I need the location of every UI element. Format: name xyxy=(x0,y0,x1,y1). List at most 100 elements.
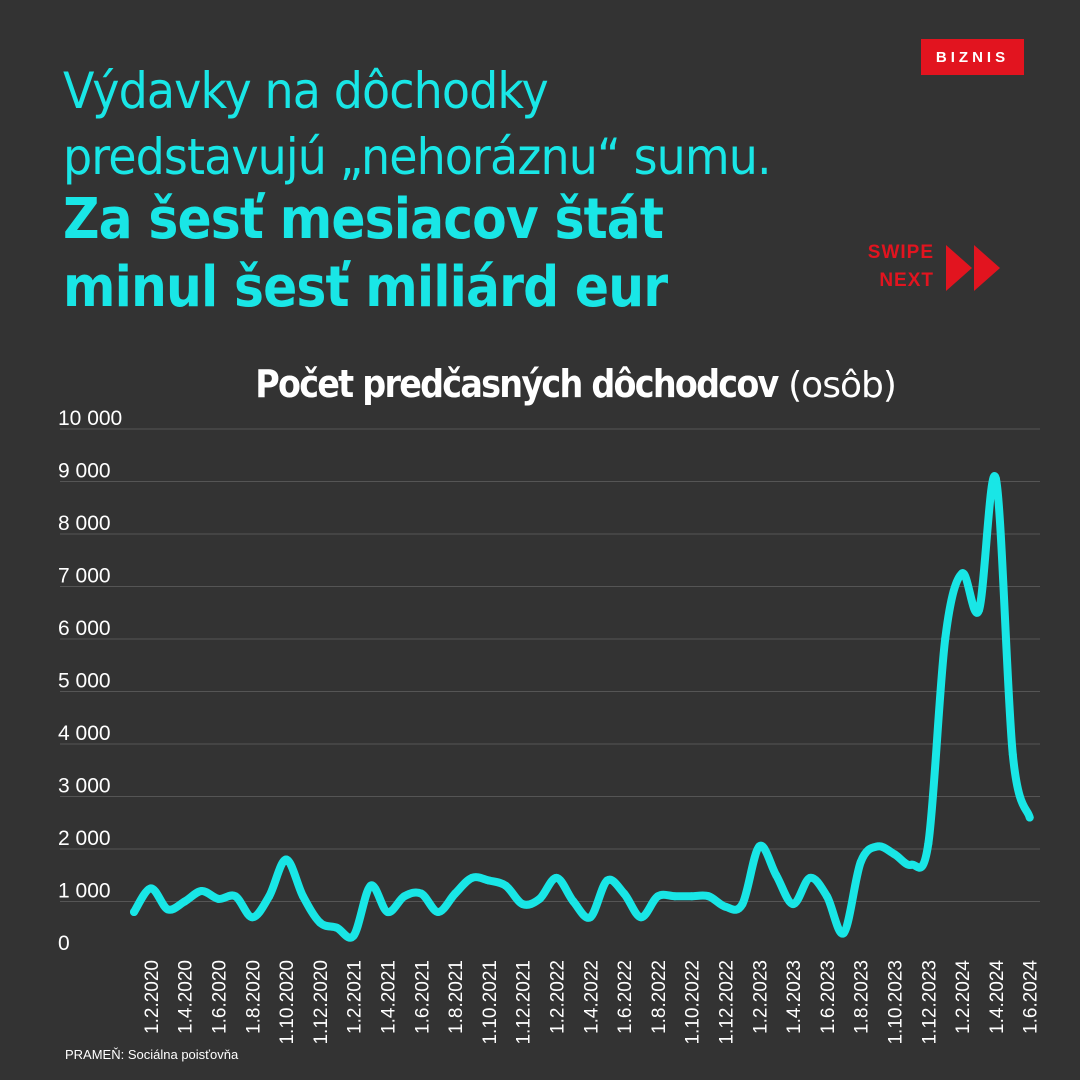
data-point xyxy=(1025,813,1034,822)
data-point xyxy=(620,889,629,898)
data-point xyxy=(873,842,882,851)
chart-unit-label: (osôb) xyxy=(788,365,897,406)
y-tick-label: 7 000 xyxy=(58,565,111,588)
data-point xyxy=(772,871,781,880)
data-point xyxy=(366,881,375,890)
headline-bold: Za šesť mesiacov štát minul šesť miliárd… xyxy=(63,186,837,322)
data-point xyxy=(941,635,950,643)
data-point xyxy=(484,876,493,885)
x-tick-label: 1.12.2020 xyxy=(311,960,332,1045)
series-line xyxy=(130,472,1034,942)
data-point xyxy=(958,569,967,578)
data-point xyxy=(146,884,155,893)
x-tick-label: 1.12.2021 xyxy=(514,960,535,1045)
x-tick-label: 1.10.2023 xyxy=(886,960,907,1045)
data-point xyxy=(518,900,527,909)
x-tick-label: 1.4.2023 xyxy=(784,960,805,1034)
data-point xyxy=(721,902,730,911)
x-axis-ticks: 1.2.2020 1.4.2020 1.6.2020 1.8.2020 1.10.202… xyxy=(142,960,1042,1045)
data-point xyxy=(569,897,578,906)
swipe-next-hint[interactable]: SWIPE NEXT xyxy=(864,239,1004,295)
y-tick-label: 3 000 xyxy=(58,775,111,798)
data-point xyxy=(451,889,460,898)
x-tick-label: 1.6.2020 xyxy=(210,960,231,1034)
data-point xyxy=(924,839,933,848)
data-point xyxy=(265,892,274,901)
data-point xyxy=(586,913,595,922)
data-point xyxy=(738,900,747,909)
headline-bold-line-1: Za šesť mesiacov štát xyxy=(63,187,664,252)
x-tick-label: 1.6.2022 xyxy=(615,960,636,1034)
data-point xyxy=(653,892,662,901)
source-note: PRAMEŇ: Sociálna poisťovňa xyxy=(65,1047,239,1062)
x-tick-label: 1.10.2021 xyxy=(480,960,501,1045)
y-tick-label: 0 xyxy=(58,932,70,955)
data-point xyxy=(299,892,307,901)
data-point xyxy=(468,873,476,882)
data-point xyxy=(315,918,324,927)
data-point xyxy=(806,873,814,882)
x-tick-label: 1.6.2024 xyxy=(1021,960,1042,1034)
chart-title: Počet predčasných dôchodcov (osôb) xyxy=(0,362,1080,406)
data-point xyxy=(417,889,426,898)
data-point xyxy=(687,892,696,901)
data-point xyxy=(332,923,341,932)
x-tick-label: 1.10.2022 xyxy=(683,960,704,1045)
data-point xyxy=(907,860,916,869)
x-tick-label: 1.2.2021 xyxy=(345,960,366,1034)
data-point xyxy=(991,474,1000,483)
x-tick-label: 1.2.2023 xyxy=(750,960,771,1034)
swipe-next-label: SWIPE NEXT xyxy=(864,239,934,295)
data-point xyxy=(197,887,206,895)
x-tick-label: 1.2.2024 xyxy=(953,960,974,1034)
y-tick-label: 1 000 xyxy=(58,880,111,903)
y-tick-label: 8 000 xyxy=(58,512,111,535)
data-point xyxy=(789,900,798,909)
headline-line-2: predstavujú „nehoráznu“ sumu. xyxy=(63,128,772,186)
y-tick-label: 2 000 xyxy=(58,827,111,850)
headline-bold-line-2: minul šesť miliárd eur xyxy=(63,255,668,320)
x-tick-label: 1.10.2020 xyxy=(277,960,298,1045)
data-point xyxy=(383,908,392,916)
y-tick-label: 5 000 xyxy=(58,670,111,693)
x-tick-label: 1.4.2021 xyxy=(379,960,400,1034)
grid-lines xyxy=(60,428,1040,902)
data-point xyxy=(822,892,831,901)
x-tick-label: 1.2.2022 xyxy=(548,960,569,1034)
x-tick-label: 1.4.2024 xyxy=(987,960,1008,1034)
x-tick-label: 1.6.2021 xyxy=(412,960,433,1034)
data-point xyxy=(349,931,358,940)
data-point xyxy=(180,897,189,906)
x-tick-label: 1.8.2023 xyxy=(852,960,873,1034)
data-point xyxy=(552,873,561,882)
data-point xyxy=(975,606,983,615)
brand-logo: BIZNIS xyxy=(921,39,1024,75)
data-point xyxy=(1008,750,1017,759)
data-point xyxy=(890,850,899,859)
chart-title-text: Počet predčasných dôchodcov xyxy=(255,362,779,406)
y-tick-label: 10 000 xyxy=(58,407,122,430)
x-tick-label: 1.8.2020 xyxy=(243,960,264,1034)
data-point xyxy=(400,892,409,901)
x-tick-label: 1.4.2020 xyxy=(176,960,197,1034)
data-point xyxy=(535,894,544,903)
data-point xyxy=(637,913,645,922)
y-tick-label: 4 000 xyxy=(58,722,111,745)
headline-light: Výdavky na dôchodky predstavujú „nehoráz… xyxy=(63,58,854,190)
data-point xyxy=(130,908,138,916)
x-tick-label: 1.12.2022 xyxy=(717,960,738,1045)
x-tick-label: 1.6.2023 xyxy=(818,960,839,1034)
x-tick-label: 1.8.2022 xyxy=(649,960,670,1034)
series-points xyxy=(130,474,1034,940)
swipe-label: SWIPE xyxy=(867,242,934,263)
data-point xyxy=(755,842,764,851)
x-tick-label: 1.4.2022 xyxy=(581,960,602,1034)
x-tick-label: 1.8.2021 xyxy=(446,960,467,1034)
x-tick-label: 1.2.2020 xyxy=(142,960,163,1034)
data-point xyxy=(434,908,443,916)
y-axis-ticks: 0 1 000 2 000 3 000 4 000 5 000 6 000 7 000 8 00… xyxy=(58,407,122,955)
data-point xyxy=(231,892,240,901)
double-chevron-right-icon xyxy=(946,245,1000,291)
data-point xyxy=(163,905,172,914)
